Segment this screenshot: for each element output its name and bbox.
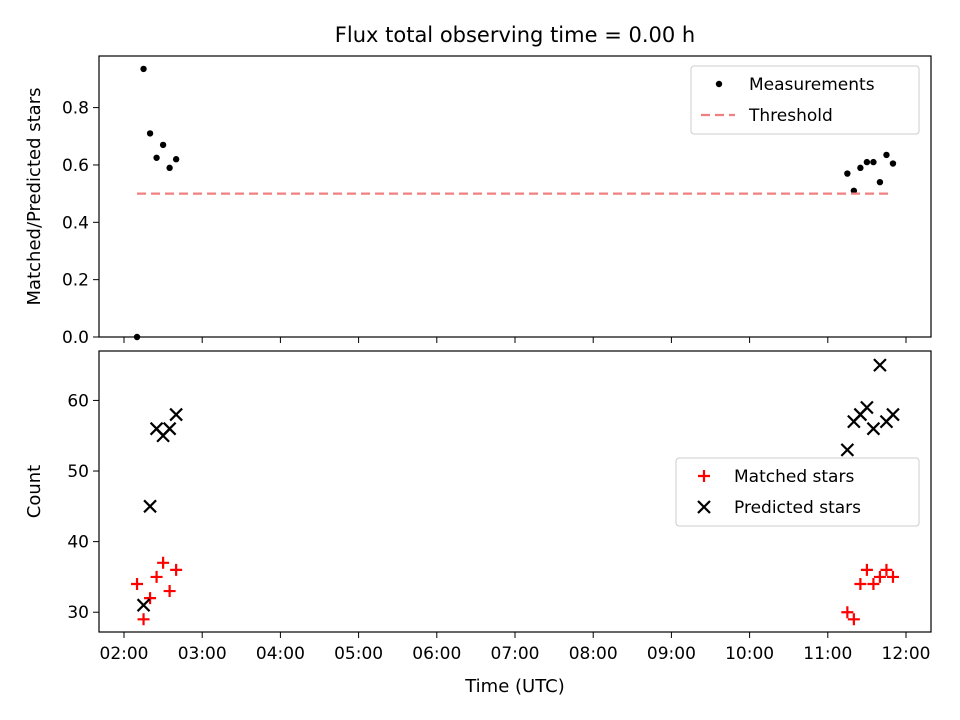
legend-label: Measurements — [749, 75, 875, 95]
data-point — [860, 563, 873, 576]
x-tick-label: 04:00 — [256, 644, 305, 664]
data-point — [866, 421, 881, 436]
y-tick-label: 60 — [67, 391, 89, 411]
data-point — [844, 170, 851, 177]
data-point — [143, 499, 157, 514]
y-tick-label: 0.6 — [62, 156, 89, 176]
y-axis-label: Count — [24, 465, 45, 518]
data-point — [137, 613, 150, 626]
top-panel: 0.0 0.2 0.4 0.6 0.8 Matched/Predicted stars Me… — [24, 55, 932, 348]
data-point — [162, 421, 177, 436]
y-axis-label: Matched/Predicted stars — [24, 88, 45, 306]
chart-title: Flux total observing time = 0.00 h — [335, 23, 695, 47]
data-point — [886, 407, 900, 422]
data-point — [170, 563, 183, 576]
data-point — [883, 151, 890, 159]
data-point — [860, 400, 874, 415]
legend-box — [690, 65, 920, 135]
legend-label: Threshold — [748, 106, 833, 126]
data-point — [157, 556, 170, 569]
data-point — [889, 160, 897, 167]
data-point — [840, 443, 855, 457]
x-axis-label: Time (UTC) — [464, 676, 565, 697]
y-tick-label: 40 — [67, 533, 89, 553]
legend: Matched stars Predicted stars — [675, 457, 920, 527]
x-tick-label: 12:00 — [882, 644, 931, 664]
legend-swatch — [715, 80, 723, 88]
y-tick-label: 50 — [67, 462, 89, 482]
y-tick-label: 0.2 — [62, 271, 89, 291]
data-point — [153, 154, 160, 161]
legend-label: Predicted stars — [734, 498, 861, 518]
data-point — [169, 407, 183, 422]
x-tick-label: 02:00 — [100, 644, 149, 664]
y-tick-label: 0.0 — [62, 328, 89, 348]
x-tick-label: 10:00 — [725, 644, 774, 664]
legend-swatch — [698, 470, 710, 482]
data-point — [870, 158, 877, 166]
data-point — [847, 613, 860, 626]
data-point — [873, 570, 886, 583]
x-tick-label: 03:00 — [178, 644, 227, 664]
series-measurements — [133, 65, 897, 341]
legend-swatch — [697, 500, 711, 514]
x-tick-label: 06:00 — [412, 644, 461, 664]
data-point — [867, 577, 880, 590]
data-point — [857, 164, 864, 172]
data-point — [159, 141, 167, 149]
data-point — [841, 606, 854, 619]
series-predicted-stars — [136, 358, 900, 612]
y-tick-label: 30 — [67, 603, 89, 623]
series-matched-stars — [131, 556, 899, 626]
x-tick-label: 09:00 — [647, 644, 696, 664]
data-point — [873, 358, 887, 372]
data-point — [880, 563, 893, 576]
data-point — [133, 333, 141, 341]
data-point — [136, 598, 151, 612]
x-tick-label: 05:00 — [334, 644, 383, 664]
data-point — [163, 585, 176, 598]
y-tick-label: 0.8 — [62, 99, 89, 119]
data-point — [150, 570, 163, 583]
data-point — [886, 570, 899, 583]
data-point — [854, 577, 867, 590]
data-point — [166, 164, 173, 172]
legend-box — [675, 457, 920, 527]
data-point — [172, 156, 180, 163]
data-point — [863, 158, 871, 166]
data-point — [144, 592, 157, 605]
x-tick-label: 08:00 — [569, 644, 618, 664]
data-point — [131, 577, 144, 590]
legend-label: Matched stars — [734, 467, 854, 487]
x-tick-label: 07:00 — [491, 644, 540, 664]
bottom-panel: 30 40 50 60 02:00 03:00 04:00 05:00 06:00 07:00 08… — [24, 350, 932, 697]
data-point — [146, 130, 154, 137]
legend: Measurements Threshold — [690, 65, 920, 135]
data-point — [850, 187, 858, 194]
y-tick-label: 0.4 — [62, 213, 89, 233]
data-point — [876, 178, 884, 186]
data-point — [140, 65, 147, 73]
x-tick-label: 11:00 — [803, 644, 852, 664]
